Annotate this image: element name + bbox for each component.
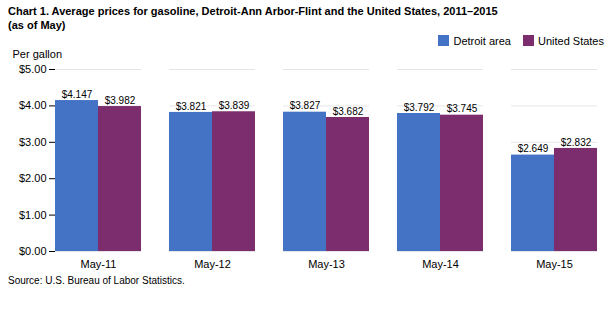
svg-text:May-13: May-13	[308, 258, 345, 270]
svg-text:$3.792: $3.792	[404, 101, 435, 112]
svg-text:$3.839: $3.839	[219, 100, 250, 111]
svg-text:May-12: May-12	[194, 258, 231, 270]
html-text:Detroit area: Detroit area	[453, 34, 511, 47]
svg-text:May-11: May-11	[81, 258, 117, 270]
html-text:United States: United States	[538, 34, 604, 47]
svg-text:$3.745: $3.745	[447, 103, 478, 114]
html-text:(as of May): (as of May)	[8, 19, 66, 32]
html-text:Source: U.S. Bureau of Labor S: Source: U.S. Bureau of Labor Statistics.	[8, 274, 185, 286]
svg-text:Per gallon: Per gallon	[13, 48, 63, 60]
svg-text:$2.832: $2.832	[561, 136, 592, 147]
svg-text:$3.982: $3.982	[105, 94, 136, 105]
svg-text:May-15: May-15	[536, 258, 573, 270]
svg-text:$1.00: $1.00	[19, 208, 47, 220]
svg-text:$3.827: $3.827	[290, 100, 321, 111]
svg-text:$5.00: $5.00	[19, 63, 47, 75]
svg-text:$0.00: $0.00	[19, 245, 47, 257]
html-text:Chart 1. Average prices for ga: Chart 1. Average prices for gasoline, De…	[8, 5, 498, 17]
svg-text:$3.821: $3.821	[176, 100, 207, 111]
svg-text:$3.00: $3.00	[19, 135, 47, 147]
svg-text:$4.147: $4.147	[62, 88, 93, 99]
svg-text:$2.00: $2.00	[19, 172, 47, 184]
svg-text:$3.682: $3.682	[333, 105, 364, 116]
svg-text:May-14: May-14	[422, 258, 459, 270]
svg-text:$2.649: $2.649	[518, 143, 549, 154]
svg-text:$4.00: $4.00	[19, 99, 47, 111]
